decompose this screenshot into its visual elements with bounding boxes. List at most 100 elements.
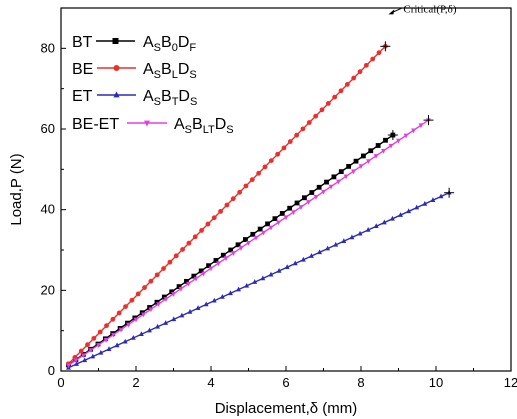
y-axis-title: Load,P (N): [8, 153, 25, 225]
data-point: [116, 310, 122, 316]
legend-item-be-et: BE-ET ASBLTDS: [72, 116, 234, 136]
data-point: [276, 220, 281, 226]
x-tick-label: 2: [132, 375, 139, 390]
series-be-et: [66, 115, 434, 369]
data-point: [195, 305, 201, 310]
data-point: [294, 132, 300, 138]
data-point: [228, 290, 233, 296]
data-point: [243, 237, 248, 242]
data-point: [313, 194, 319, 200]
data-point: [268, 271, 274, 277]
data-point: [211, 297, 217, 303]
data-point: [126, 322, 131, 328]
data-point: [129, 297, 135, 303]
data-point: [344, 82, 350, 87]
data-point: [398, 212, 403, 217]
data-point: [224, 202, 230, 208]
data-point: [205, 221, 211, 227]
data-point: [103, 338, 109, 343]
y-tick-label: 40: [41, 202, 55, 217]
data-point: [161, 294, 167, 300]
data-point: [123, 304, 128, 310]
data-point: [349, 234, 355, 240]
data-point: [366, 159, 371, 164]
data-point: [300, 126, 306, 132]
legend-marker: [113, 65, 120, 71]
data-point: [268, 158, 274, 163]
data-point: [338, 88, 344, 94]
legend-code: ASB0DF: [143, 34, 196, 54]
legend-code-letter: D: [215, 116, 227, 133]
data-point: [276, 267, 282, 273]
legend-item-bt: BT ASB0DF: [72, 34, 196, 54]
data-point: [363, 62, 369, 68]
data-point: [376, 50, 382, 56]
data-point: [230, 196, 236, 202]
data-point: [171, 292, 176, 297]
legend-code-letter: A: [143, 88, 154, 105]
data-point: [167, 259, 173, 265]
data-point: [360, 153, 366, 159]
data-point: [370, 56, 376, 62]
data-point: [357, 230, 363, 236]
data-point: [178, 286, 184, 292]
data-point: [256, 170, 262, 176]
data-point: [246, 240, 251, 246]
data-point: [237, 189, 243, 195]
data-point: [154, 272, 160, 278]
data-point: [422, 200, 428, 206]
data-point: [272, 216, 278, 222]
legend-code-subscript: S: [190, 96, 197, 108]
data-point: [368, 148, 374, 154]
annotations: Critical(P,δ): [388, 3, 457, 15]
legend-code: ASBLDS: [143, 61, 197, 81]
data-point: [325, 245, 331, 251]
data-point: [199, 228, 204, 233]
data-point: [78, 348, 84, 354]
legend-code-letter: B: [161, 34, 172, 51]
data-point: [252, 279, 258, 284]
data-point: [346, 164, 352, 169]
data-point: [333, 241, 339, 247]
legend-name: ET: [72, 88, 93, 105]
legend-code-letter: B: [161, 88, 172, 105]
data-point: [249, 177, 255, 183]
legend-name: BE: [72, 61, 93, 78]
data-point: [406, 208, 412, 214]
data-point: [306, 200, 311, 205]
data-point: [411, 128, 416, 134]
data-point: [122, 338, 128, 344]
data-point: [218, 208, 224, 214]
data-point: [138, 331, 144, 337]
data-point: [265, 221, 270, 227]
data-point: [261, 230, 266, 236]
legend-code-subscript: S: [189, 69, 196, 81]
series-be: [66, 41, 391, 367]
data-point: [287, 205, 293, 211]
data-point: [381, 148, 386, 154]
data-point: [208, 266, 214, 272]
legend-code: ASBTDS: [143, 88, 197, 108]
data-point: [250, 231, 256, 237]
data-point: [104, 323, 109, 329]
data-point: [90, 353, 96, 359]
data-point: [133, 317, 139, 323]
data-point: [353, 158, 359, 164]
series-bt: [66, 130, 398, 368]
data-point: [331, 174, 337, 180]
data-point: [336, 179, 341, 185]
data-point: [357, 69, 363, 75]
data-point: [130, 334, 136, 340]
data-point: [319, 107, 325, 113]
data-point: [375, 143, 381, 148]
data-point: [148, 307, 154, 313]
data-point: [253, 235, 259, 241]
data-point: [365, 226, 371, 232]
data-point: [206, 263, 211, 269]
legend-code-subscript: F: [189, 42, 196, 54]
data-point: [351, 169, 356, 175]
legend-code-subscript: S: [226, 124, 233, 136]
data-point: [184, 278, 189, 284]
legend-code-subscript: 0: [172, 42, 178, 54]
